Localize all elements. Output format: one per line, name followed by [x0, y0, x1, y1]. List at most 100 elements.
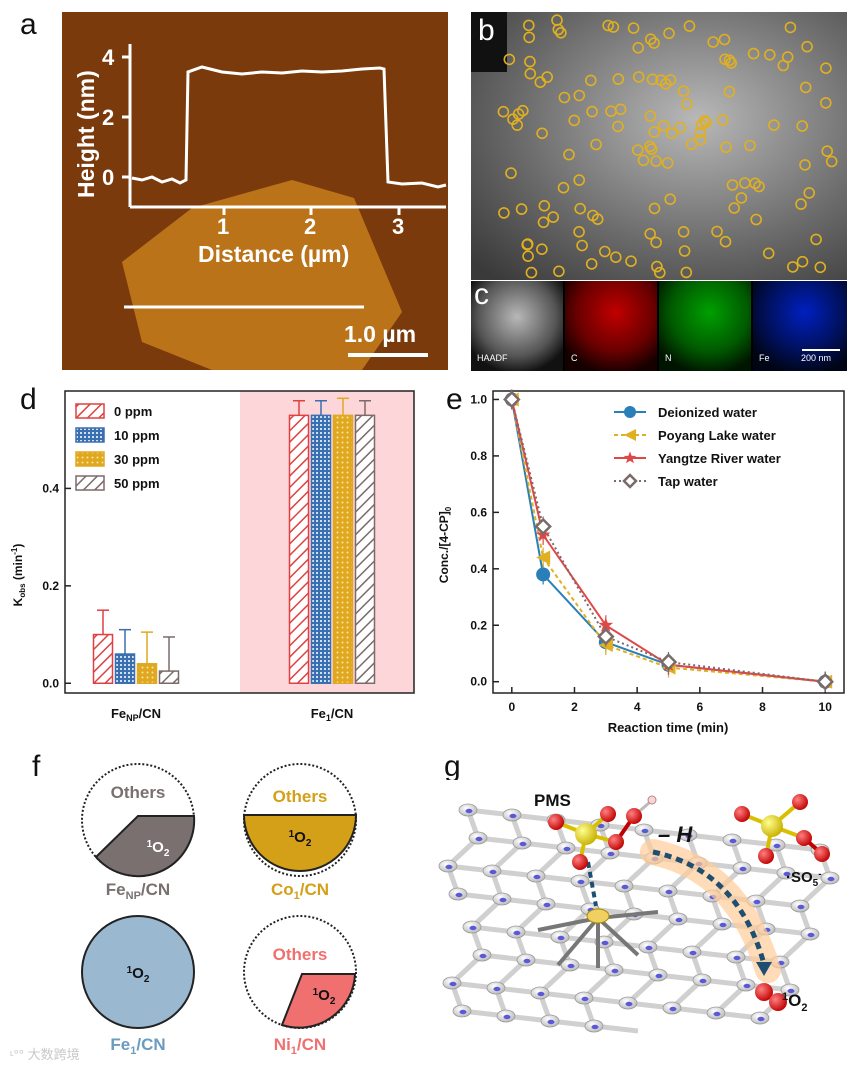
- single-atom-circle: [497, 105, 510, 118]
- single-atom-circle: [786, 261, 799, 273]
- lattice-nitrogen: [739, 866, 747, 872]
- e-data-point: [624, 429, 636, 441]
- single-atom-circle: [821, 145, 834, 157]
- pie-fenp-1o2: 1O2: [147, 839, 170, 859]
- lattice-nitrogen: [523, 958, 531, 964]
- lattice-nitrogen: [611, 968, 619, 974]
- single-atom-circle: [632, 71, 645, 83]
- lattice-nitrogen: [713, 1011, 721, 1017]
- e-legend-label: Tap water: [658, 474, 718, 489]
- single-atom-circle: [654, 266, 666, 279]
- lattice-nitrogen: [641, 828, 649, 834]
- eds-scale-bar: [802, 349, 840, 351]
- single-atom-circle: [762, 247, 775, 260]
- single-atom-circle: [707, 36, 719, 48]
- eds-map-iron: [753, 281, 847, 371]
- single-atom-circle: [568, 114, 580, 127]
- single-atom-circle: [677, 85, 690, 97]
- lattice-nitrogen: [557, 935, 565, 941]
- single-atom-circle: [694, 133, 707, 146]
- panel-g-mechanism: PMS – H ·SO5- 1O2: [438, 780, 848, 1042]
- eds-scale-bar-label: 200 nm: [801, 353, 832, 363]
- watermark: ᶫ°° 大数跨境: [10, 1047, 80, 1062]
- single-atom-circle: [810, 233, 822, 246]
- single-atom-circle: [796, 255, 809, 268]
- single-atom-circle: [541, 71, 553, 83]
- single-atom-circle: [573, 226, 585, 238]
- single-atom-circle: [537, 216, 550, 229]
- single-atom-circle: [525, 266, 538, 279]
- eds-map-carbon: [565, 281, 657, 371]
- lattice-nitrogen: [645, 945, 653, 951]
- single-atom-circle: [573, 89, 586, 102]
- lattice-nitrogen: [783, 871, 791, 877]
- lattice-nitrogen: [655, 973, 663, 979]
- e-x-tick-label: 4: [634, 700, 641, 714]
- single-atom-circle: [563, 148, 575, 161]
- lattice-nitrogen: [621, 884, 629, 890]
- d-bar: [332, 414, 354, 685]
- d-legend-swatch: [75, 451, 105, 467]
- afm-y-tick: 0: [102, 165, 114, 190]
- lattice-nitrogen: [513, 930, 521, 936]
- lattice-nitrogen: [503, 1014, 511, 1020]
- d-bar: [288, 414, 310, 685]
- eds-label: HAADF: [477, 353, 508, 363]
- lattice-nitrogen: [547, 1019, 555, 1025]
- single-atom-circle: [700, 116, 712, 129]
- single-atom-circle: [585, 74, 597, 87]
- single-atom-circle: [660, 78, 672, 90]
- single-atom-circle: [644, 228, 656, 240]
- single-atom-circle: [796, 120, 809, 132]
- single-atom-circle: [661, 157, 674, 169]
- afm-height-profile: [131, 65, 447, 189]
- e-data-point: [597, 627, 615, 646]
- eds-map-haadf: [471, 281, 563, 371]
- e-data-point: [622, 473, 638, 489]
- single-atom-circle: [801, 40, 813, 53]
- single-atom-circle: [674, 121, 687, 134]
- single-atom-circle: [574, 202, 586, 215]
- e-y-tick-label: 0.6: [470, 505, 487, 519]
- lattice-nitrogen: [797, 904, 805, 910]
- lattice-nitrogen: [733, 955, 741, 961]
- single-atom-circle: [557, 181, 570, 194]
- single-atom-circle: [610, 251, 622, 263]
- e-data-point: [598, 617, 614, 632]
- e-plot-frame: [492, 390, 845, 694]
- single-atom-circle: [605, 105, 617, 117]
- d-legend-swatch: [75, 427, 105, 443]
- lattice-nitrogen: [455, 892, 463, 898]
- pie-co1-others: Others: [273, 787, 328, 806]
- lattice-nitrogen: [591, 1024, 599, 1030]
- d-legend-swatch: [75, 403, 105, 419]
- single-atom-circle: [663, 27, 675, 40]
- single-atom-circle: [573, 174, 585, 186]
- pie-fenp-others: Others: [111, 783, 166, 802]
- single-atom-circle: [698, 115, 711, 127]
- lattice-nitrogen: [699, 978, 707, 984]
- lattice-nitrogen: [493, 986, 501, 992]
- pie-fenp: Others 1O2 FeNP/CN: [81, 763, 196, 902]
- single-atom-circle: [694, 126, 706, 139]
- e-legend-label: Deionized water: [658, 405, 757, 420]
- lattice-nitrogen: [563, 846, 571, 852]
- panel-d-label: d: [20, 383, 37, 416]
- lattice-nitrogen: [519, 841, 527, 847]
- panel-f-label: f: [32, 750, 41, 783]
- e-legend-label: Yangtze River water: [658, 451, 781, 466]
- afm-flake: [122, 180, 402, 370]
- lattice-nitrogen: [577, 879, 585, 885]
- single-atom-circle: [750, 213, 763, 226]
- lattice-nitrogen: [445, 864, 453, 870]
- lattice-nitrogen: [675, 917, 683, 923]
- d-y-axis-label: Kobs (min-1): [10, 544, 27, 607]
- afm-x-tick: 1: [217, 214, 229, 239]
- d-y-tick-label: 0.4: [42, 481, 59, 495]
- single-atom-circle: [725, 57, 738, 69]
- e-x-tick-label: 10: [819, 700, 833, 714]
- single-atom-circle: [644, 110, 657, 122]
- stem-background: [471, 12, 847, 280]
- so5-radical: [734, 794, 830, 864]
- single-atom-circle: [825, 155, 838, 168]
